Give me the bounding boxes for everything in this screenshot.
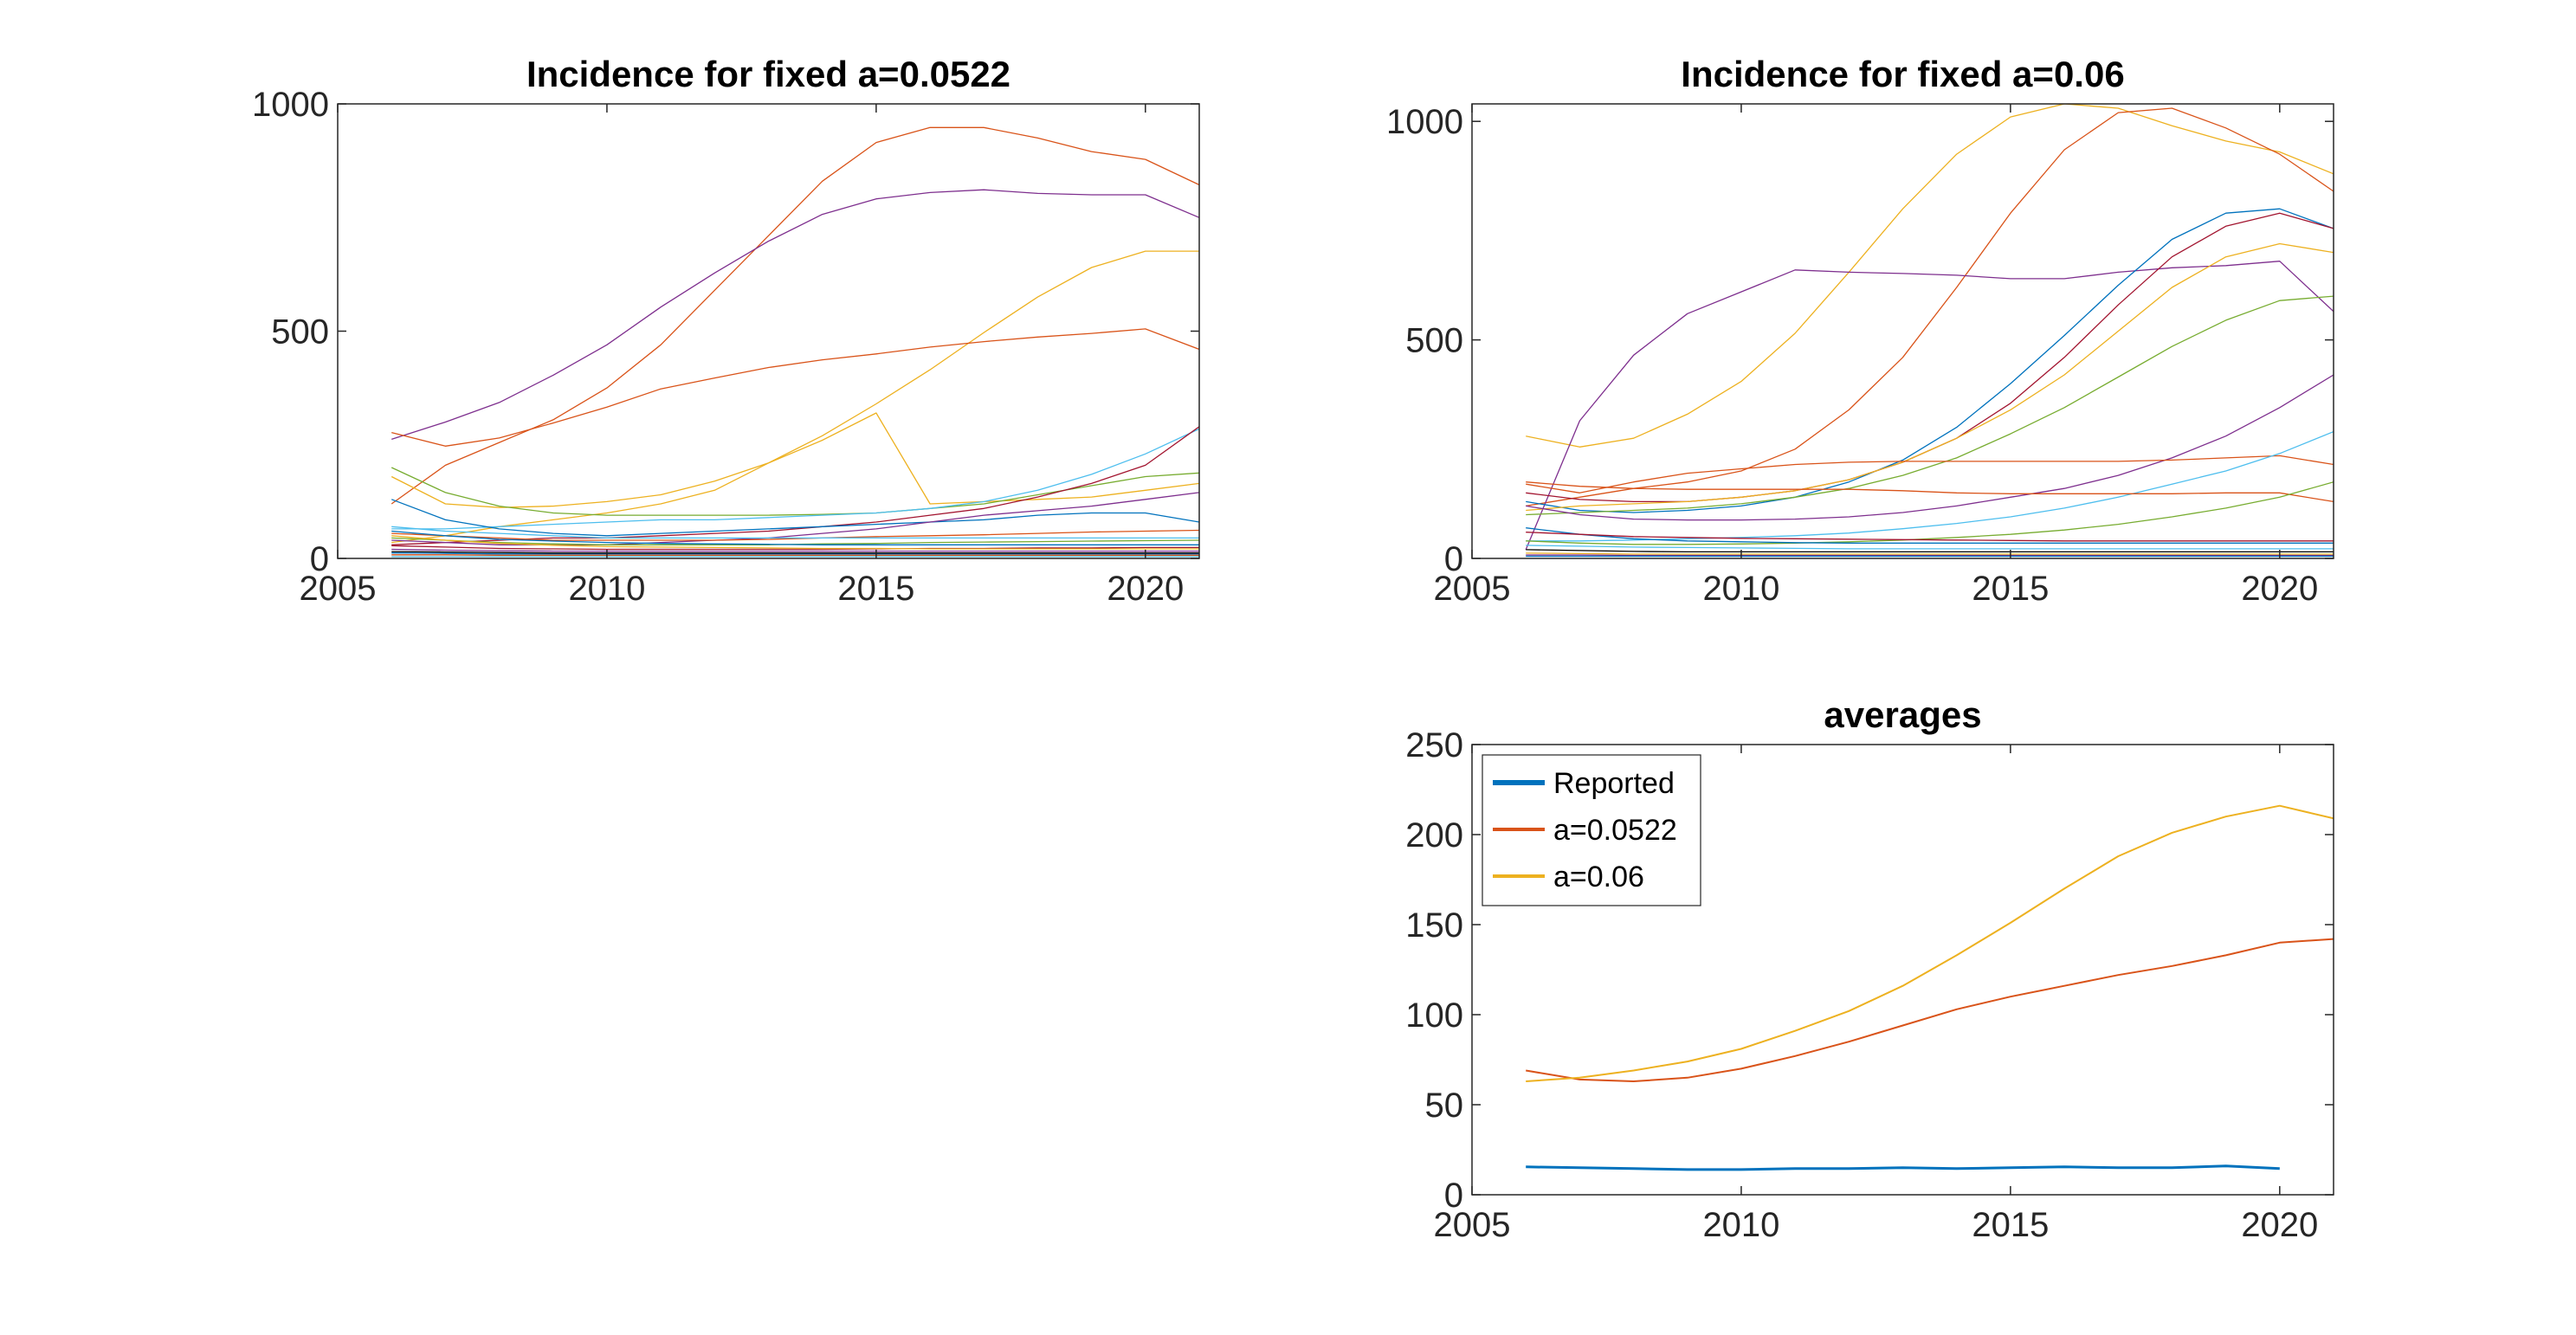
series-line-19	[391, 554, 1199, 556]
series-line-3	[391, 328, 1199, 447]
series-line-a-0-0522	[1526, 938, 2334, 1082]
x-tick-label: 2015	[1972, 1206, 2049, 1244]
x-tick-label: 2010	[1702, 1206, 1779, 1244]
y-tick-label: 500	[1405, 322, 1463, 360]
x-tick-label: 2005	[1434, 1206, 1511, 1244]
chart-title: averages	[1824, 694, 1981, 735]
series-line-8	[391, 499, 1199, 537]
series-line-13	[391, 530, 1199, 545]
incidence-panel-a0522: Incidence for fixed a=0.0522 2005 2010 2015…	[252, 54, 1200, 608]
x-tick-label: 2010	[568, 570, 645, 608]
series-line-14	[1526, 545, 2334, 550]
series-line-reported	[1526, 1164, 2280, 1171]
x-tick-label: 2020	[2241, 570, 2318, 608]
x-tick-label: 2010	[1702, 570, 1779, 608]
series-group	[1525, 104, 2334, 558]
series-line-0	[391, 126, 1199, 505]
series-line-4	[391, 412, 1199, 508]
series-line-2	[1525, 261, 2334, 551]
x-tick-label: 2015	[1972, 570, 2049, 608]
series-line-18	[391, 551, 1199, 554]
y-tick-label: 1000	[252, 86, 329, 124]
series-line-6	[391, 428, 1199, 530]
y-tick-label: 200	[1405, 816, 1463, 855]
series-line-11	[1526, 481, 2334, 545]
series-line-0	[1526, 104, 2334, 448]
averages-panel: averages 2005 2010 2015 2020 0 50 100 150 200 250 R…	[1405, 694, 2334, 1244]
series-line-15	[391, 535, 1199, 550]
y-tick-label: 50	[1425, 1087, 1464, 1125]
series-line-5	[1526, 242, 2334, 512]
y-tick-label: 0	[1444, 1177, 1463, 1215]
series-line-1	[391, 189, 1199, 441]
axes-box	[1471, 744, 2334, 1196]
y-tick-label: 0	[1444, 540, 1463, 578]
y-tick-label: 0	[310, 540, 329, 578]
series-line-8	[1526, 455, 2334, 493]
series-group	[1526, 804, 2334, 1171]
legend-label: a=0.06	[1553, 861, 1644, 893]
y-tick-label: 250	[1405, 726, 1463, 764]
x-tick-label: 2005	[300, 570, 377, 608]
legend: Reported a=0.0522 a=0.06	[1482, 754, 1701, 906]
series-line-2	[391, 250, 1199, 544]
series-line-15	[1526, 549, 2334, 553]
incidence-panel-a06: Incidence for fixed a=0.06 2005 2010 2015 20…	[1386, 54, 2334, 608]
series-line-16	[1526, 552, 2334, 555]
chart-title: Incidence for fixed a=0.06	[1681, 54, 2124, 94]
legend-label: Reported	[1553, 767, 1675, 800]
series-line-10	[1526, 481, 2334, 503]
axes-box	[1471, 103, 2334, 559]
x-tick-label: 2015	[837, 570, 914, 608]
series-line-11	[391, 526, 1199, 539]
series-line-3	[1526, 208, 2334, 513]
series-line-9	[391, 492, 1199, 545]
series-group	[391, 126, 1199, 558]
series-line-1	[1526, 107, 2334, 507]
x-tick-label: 2020	[1107, 570, 1184, 608]
series-line-13	[1526, 532, 2334, 542]
series-line-7	[1526, 374, 2334, 521]
y-tick-label: 100	[1405, 996, 1463, 1035]
series-line-16	[391, 548, 1199, 552]
series-line-6	[1526, 295, 2334, 516]
y-tick-label: 150	[1405, 906, 1463, 945]
series-line-12	[1526, 527, 2334, 544]
chart-title: Incidence for fixed a=0.0522	[526, 54, 1010, 94]
series-line-10	[391, 529, 1199, 541]
legend-label: a=0.0522	[1553, 814, 1677, 847]
y-tick-label: 1000	[1386, 103, 1463, 141]
series-line-a-0-06	[1526, 804, 2334, 1082]
y-tick-label: 500	[271, 313, 329, 351]
axes-box	[337, 103, 1200, 559]
series-line-5	[391, 467, 1199, 516]
series-line-17	[391, 552, 1199, 555]
series-line-17	[1526, 554, 2334, 557]
x-tick-label: 2005	[1434, 570, 1511, 608]
series-line-7	[391, 426, 1199, 545]
series-line-14	[391, 545, 1199, 551]
x-tick-label: 2020	[2241, 1206, 2318, 1244]
